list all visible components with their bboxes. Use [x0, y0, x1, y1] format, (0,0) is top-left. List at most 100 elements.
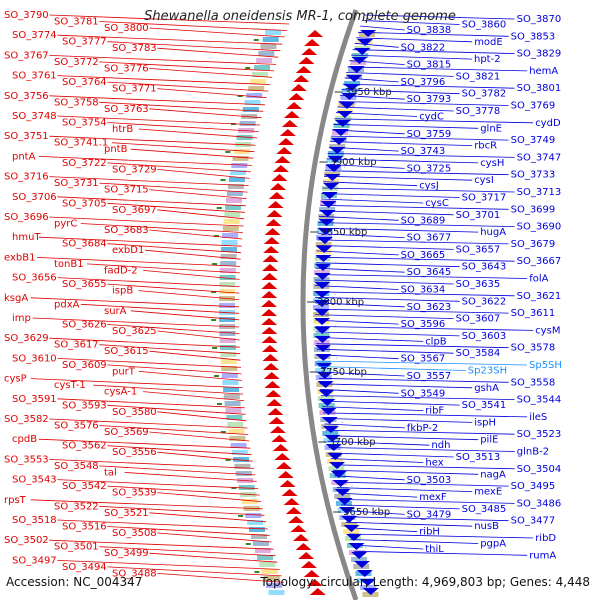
leader-line-right [347, 527, 418, 533]
leader-line-right [334, 475, 405, 481]
leader-line-left [107, 243, 242, 254]
leader-line-right [320, 198, 424, 204]
forward-gene-arrow [314, 309, 331, 316]
leader-line-right [324, 170, 509, 176]
feature-band [223, 394, 240, 399]
gene-label-right: cysC [425, 198, 449, 209]
gene-label-right: hemA [529, 66, 558, 77]
leader-line-left [111, 142, 255, 153]
leader-line-left [99, 546, 276, 557]
leader-line-left [157, 88, 267, 98]
gene-label-right: SO_3622 [462, 296, 507, 307]
reverse-gene-arrow [300, 561, 317, 568]
gene-label-left: SO_3706 [12, 192, 57, 203]
feature-band [219, 317, 236, 322]
leader-line-left [99, 425, 249, 435]
gene-label-right: ribF [425, 406, 444, 417]
forward-gene-arrow [325, 165, 342, 172]
gene-label-left: SO_3488 [112, 568, 157, 579]
gene-label-left: purT [112, 366, 136, 377]
leader-line-right [325, 164, 405, 169]
reverse-gene-arrow [290, 84, 307, 91]
leader-line-right [314, 296, 460, 302]
feature-band [219, 331, 236, 336]
gene-label-left: SO_3494 [62, 562, 107, 573]
feature-band [235, 471, 252, 476]
gene-label-right: SO_3584 [456, 348, 501, 359]
gene-label-right: clpB [425, 336, 447, 347]
reverse-gene-arrow [272, 165, 289, 172]
reverse-gene-arrow [270, 183, 287, 190]
gene-label-left: exbD1 [112, 245, 144, 256]
reverse-gene-arrow [272, 444, 289, 451]
feature-band [268, 590, 285, 595]
leader-line-right [332, 129, 405, 135]
feature-band [249, 527, 266, 532]
leader-line-left [138, 290, 240, 300]
reverse-gene-arrow [277, 138, 294, 145]
gene-label-left: SO_3548 [54, 461, 99, 472]
leader-line-left [99, 182, 248, 193]
feature-band [223, 387, 240, 392]
leader-line-right [328, 447, 515, 452]
reverse-gene-arrow [281, 489, 298, 496]
gene-label-right: glnB-2 [517, 447, 549, 458]
leader-line-left [157, 169, 250, 179]
leader-line-right [356, 37, 473, 43]
gene-label-right: SO_3513 [456, 452, 501, 463]
gene-label-left: cysT-1 [54, 380, 86, 391]
forward-gene-arrow [314, 327, 331, 334]
leader-line-right [338, 492, 418, 498]
gene-label-right: SO_3690 [517, 222, 562, 233]
reverse-gene-arrow [262, 264, 279, 271]
gene-label-left: SO_3758 [54, 97, 99, 108]
leader-line-left [86, 263, 240, 274]
gene-label-right: SO_3679 [511, 239, 556, 250]
leader-line-right [315, 291, 515, 297]
feature-band [223, 219, 240, 224]
forward-gene-arrow [315, 255, 332, 262]
gene-label-right: SO_3541 [462, 400, 507, 411]
feature-band [244, 100, 261, 105]
reverse-gene-arrow [286, 102, 303, 109]
leader-line-right [360, 25, 405, 31]
reverse-gene-arrow [293, 75, 310, 82]
leader-line-right [337, 106, 454, 112]
gene-label-left: SO_3772 [54, 57, 99, 68]
gene-label-right: glnE [480, 123, 502, 134]
feature-band [234, 464, 251, 469]
reverse-gene-arrow [283, 111, 300, 118]
feature-band [315, 368, 332, 373]
feature-band [226, 191, 243, 196]
feature-band [256, 58, 273, 63]
gene-label-right: SO_3815 [407, 60, 452, 71]
feature-band [258, 51, 275, 56]
gene-label-right: SO_3689 [401, 215, 446, 226]
gene-label-right: SO_3699 [511, 204, 556, 215]
gene-label-left: SO_3696 [4, 212, 49, 223]
leader-line-right [316, 348, 454, 354]
reverse-gene-arrow [306, 579, 323, 586]
gene-label-left: SO_3716 [4, 172, 49, 183]
forward-gene-arrow [323, 183, 340, 190]
forward-gene-arrow [351, 552, 368, 559]
gene-label-right: SO_3557 [407, 371, 452, 382]
leader-line-right [329, 452, 454, 458]
feature-band [219, 338, 236, 343]
leader-line-right [320, 204, 509, 210]
leader-line-right [338, 101, 509, 106]
gene-label-right: SO_3717 [462, 193, 507, 204]
leader-line-left [99, 465, 256, 476]
leader-line-left [57, 277, 240, 287]
leader-line-right [322, 406, 424, 411]
forward-gene-arrow [316, 372, 333, 379]
reverse-gene-arrow [261, 318, 278, 325]
gene-label-left: SO_3625 [112, 326, 157, 337]
reverse-gene-arrow [281, 120, 298, 127]
gene-label-right: SO_3743 [401, 146, 446, 157]
forward-gene-arrow [315, 354, 332, 361]
feature-band [313, 277, 330, 282]
leader-line-right [323, 181, 418, 187]
leader-line-left [157, 411, 247, 422]
feature-band [220, 254, 237, 259]
